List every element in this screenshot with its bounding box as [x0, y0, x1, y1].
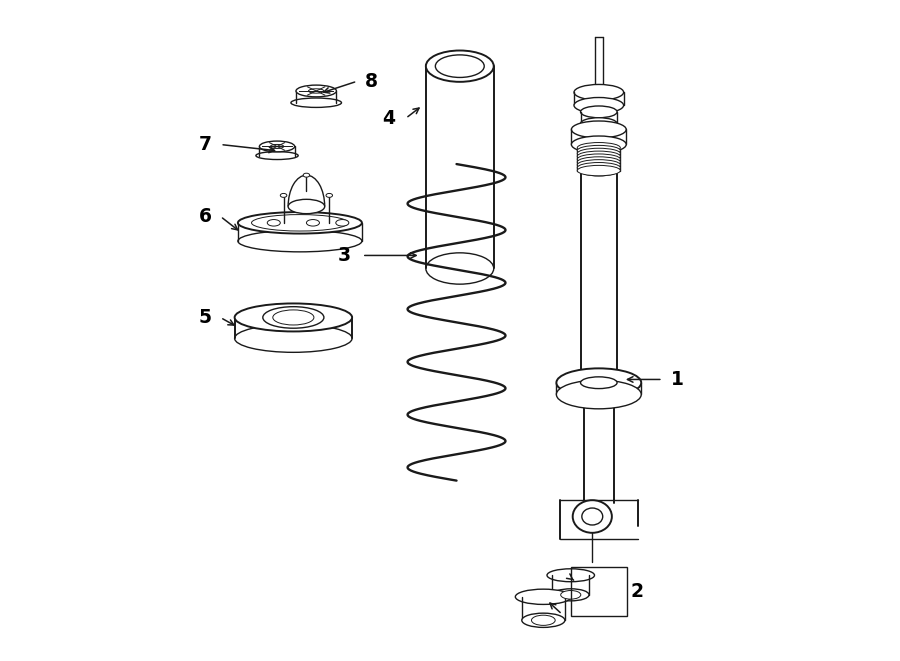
Ellipse shape [436, 55, 484, 77]
Ellipse shape [577, 148, 620, 159]
Ellipse shape [238, 212, 362, 233]
Ellipse shape [577, 151, 620, 161]
Ellipse shape [238, 230, 362, 252]
Ellipse shape [522, 613, 565, 627]
Ellipse shape [296, 85, 337, 97]
Ellipse shape [306, 219, 319, 226]
Ellipse shape [577, 145, 620, 156]
Text: 2: 2 [631, 582, 644, 601]
Ellipse shape [561, 590, 581, 599]
Ellipse shape [235, 303, 352, 331]
Ellipse shape [556, 380, 641, 408]
Ellipse shape [251, 215, 348, 231]
Ellipse shape [581, 508, 603, 525]
Ellipse shape [580, 106, 617, 118]
Ellipse shape [580, 118, 617, 130]
Ellipse shape [263, 307, 324, 329]
Ellipse shape [577, 160, 620, 170]
Ellipse shape [580, 377, 617, 389]
Text: 4: 4 [382, 109, 395, 128]
Ellipse shape [426, 253, 494, 284]
Ellipse shape [259, 141, 294, 152]
Ellipse shape [270, 145, 284, 149]
Ellipse shape [516, 589, 572, 604]
Ellipse shape [273, 310, 314, 325]
Ellipse shape [580, 165, 617, 176]
Ellipse shape [574, 98, 624, 113]
Text: 6: 6 [199, 207, 212, 226]
Ellipse shape [577, 157, 620, 167]
Text: 8: 8 [365, 71, 378, 91]
Ellipse shape [280, 194, 287, 198]
Ellipse shape [577, 165, 620, 176]
Bar [572, 566, 627, 615]
Ellipse shape [426, 50, 494, 82]
Ellipse shape [532, 615, 555, 625]
Ellipse shape [547, 568, 595, 582]
Ellipse shape [267, 219, 280, 226]
Ellipse shape [291, 98, 341, 108]
Text: 7: 7 [199, 135, 212, 154]
Ellipse shape [309, 89, 324, 93]
Ellipse shape [256, 151, 298, 159]
Ellipse shape [572, 500, 612, 533]
Ellipse shape [572, 121, 626, 138]
Ellipse shape [326, 194, 332, 198]
Ellipse shape [572, 136, 626, 153]
Ellipse shape [574, 85, 624, 100]
Ellipse shape [553, 589, 589, 601]
Ellipse shape [288, 200, 325, 214]
Ellipse shape [336, 219, 349, 226]
Ellipse shape [577, 163, 620, 173]
Text: 3: 3 [338, 246, 351, 265]
Ellipse shape [235, 325, 352, 352]
Text: 5: 5 [199, 308, 212, 327]
Ellipse shape [577, 143, 620, 153]
Ellipse shape [556, 368, 641, 397]
Ellipse shape [303, 173, 310, 177]
Text: 1: 1 [670, 370, 683, 389]
Ellipse shape [577, 154, 620, 165]
